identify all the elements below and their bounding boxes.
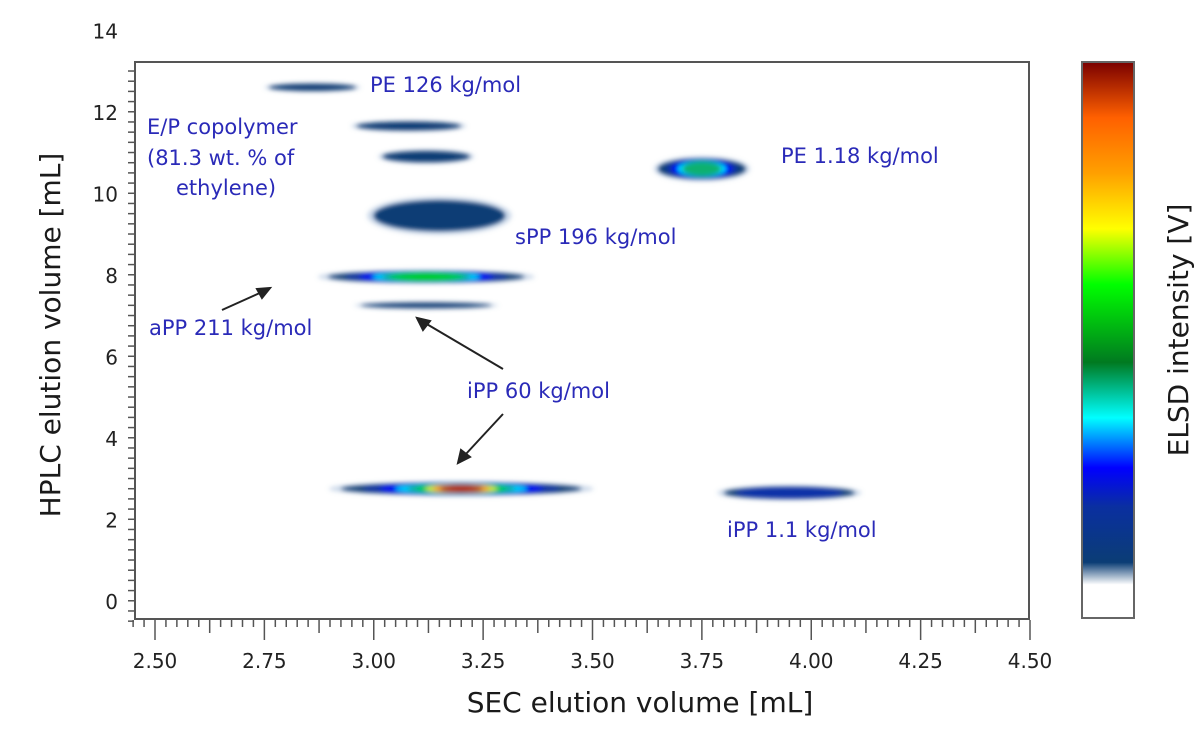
annotation-arrows — [221, 286, 504, 465]
y-tick-label: 12 — [93, 101, 118, 125]
y-tick-label: 6 — [105, 346, 118, 370]
annotation-ipp-1-1: iPP 1.1 kg/mol — [727, 518, 877, 542]
annotation-pe-1-18: PE 1.18 kg/mol — [781, 144, 939, 168]
peak-contour — [373, 200, 505, 231]
colorbar — [1081, 61, 1135, 619]
y-tick-label: 10 — [93, 183, 118, 207]
peak-6 — [354, 301, 499, 309]
x-axis-title: SEC elution volume [mL] — [467, 686, 814, 719]
peak-contour — [735, 487, 844, 499]
x-tick-label: 2.75 — [242, 649, 287, 673]
x-tick-label: 3.50 — [570, 649, 615, 673]
peak-contour — [360, 302, 492, 309]
x-tick-label: 3.75 — [680, 649, 725, 673]
arrow-app-head — [255, 286, 273, 300]
peak-8 — [717, 485, 862, 501]
x-tick-label: 4.50 — [1008, 649, 1053, 673]
peak-0 — [264, 82, 361, 92]
arrow-ipp-lower — [464, 413, 504, 456]
arrow-ipp-upper — [424, 322, 504, 370]
annotation-ep-copolymer-line2: (81.3 wt. % of — [147, 146, 295, 170]
plot-frame — [134, 61, 1030, 620]
peak-5 — [317, 269, 535, 284]
peak-2 — [378, 149, 475, 164]
peak-4 — [367, 196, 512, 235]
colorbar-label: ELSD intensity [V] — [1162, 204, 1195, 457]
x-tick-label: 3.00 — [351, 649, 396, 673]
y-tick-label: 2 — [105, 509, 118, 533]
y-axis-title: HPLC elution volume [mL] — [34, 153, 67, 518]
arrow-ipp-upper-head — [415, 316, 432, 332]
y-tick-label: 0 — [105, 590, 118, 614]
peak-contour — [356, 121, 462, 131]
peak-3 — [653, 156, 750, 182]
annotation-app-211: aPP 211 kg/mol — [149, 316, 312, 340]
annotation-pe-126: PE 126 kg/mol — [370, 73, 521, 97]
annotation-ipp-60: iPP 60 kg/mol — [467, 379, 610, 403]
peak-1 — [351, 120, 467, 132]
x-tick-label: 2.50 — [133, 649, 178, 673]
peak-7 — [328, 481, 594, 497]
peak-contour — [268, 83, 357, 91]
peak-contour — [382, 150, 470, 163]
x-tick-label: 3.25 — [461, 649, 506, 673]
y-tick-label: 14 — [93, 20, 118, 44]
annotation-spp-196: sPP 196 kg/mol — [515, 225, 676, 249]
x-tick-label: 4.25 — [898, 649, 943, 673]
peaks-layer — [264, 82, 862, 501]
y-axis: 0 2 4 6 8 10 12 14 — [93, 20, 134, 622]
y-tick-label: 8 — [105, 264, 118, 288]
annotation-ep-copolymer-line3: ethylene) — [176, 176, 276, 200]
y-tick-label: 4 — [105, 427, 118, 451]
annotation-ep-copolymer-line1: E/P copolymer — [147, 115, 298, 139]
arrow-app — [221, 291, 263, 311]
x-axis: 2.50 2.75 3.00 3.25 3.50 3.75 4.00 4.25 4.50 — [132, 620, 1053, 673]
x-tick-label: 4.00 — [789, 649, 834, 673]
peak-contour — [439, 485, 483, 493]
arrow-ipp-lower-head — [456, 448, 472, 465]
peak-contour — [388, 272, 464, 281]
peak-contour — [682, 161, 722, 177]
